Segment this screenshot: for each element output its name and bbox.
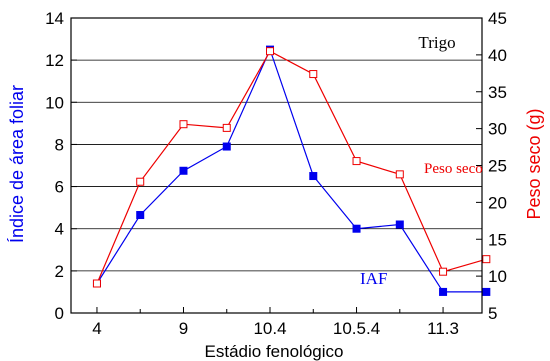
- point-peso-seco-2: [179, 120, 188, 129]
- y-axis-left-label: Índice de área foliar: [7, 85, 27, 243]
- point-peso-seco-9: [482, 255, 491, 264]
- point-peso-seco-5: [309, 70, 318, 79]
- series-line-peso-seco: [96, 50, 487, 284]
- point-iaf-1: [136, 211, 145, 220]
- y-left-tick-label-2: 2: [55, 262, 64, 281]
- point-peso-seco-7: [395, 170, 404, 179]
- series-peso-seco: [92, 47, 491, 288]
- point-iaf-3: [222, 142, 231, 151]
- y-right-tick-label-25: 25: [488, 157, 507, 176]
- point-iaf-7: [395, 220, 404, 229]
- x-tick-label-2: 10.4: [253, 319, 286, 338]
- x-tick-label-4: 11.3: [427, 319, 459, 338]
- point-iaf-6: [352, 224, 361, 233]
- x-tick-label-3: 10.5.4: [333, 319, 380, 338]
- point-peso-seco-8: [439, 267, 448, 276]
- y-left-tick-label-12: 12: [45, 51, 64, 70]
- y-right-tick-label-20: 20: [488, 193, 507, 212]
- y-right-tick-label-40: 40: [488, 46, 507, 65]
- y-right-tick-label-15: 15: [488, 230, 507, 249]
- y-left-tick-label-4: 4: [55, 220, 64, 239]
- chart-title: Trigo: [418, 33, 455, 52]
- plot-frame: [70, 17, 483, 314]
- point-peso-seco-4: [266, 47, 275, 56]
- y-left-tick-label-0: 0: [55, 304, 64, 323]
- x-axis-label: Estádio fenológico: [205, 342, 344, 361]
- point-peso-seco-1: [136, 177, 145, 186]
- y-right-tick-label-10: 10: [488, 267, 507, 286]
- y-axis-right-label: Peso seco (g): [524, 108, 544, 219]
- grid-lines: [71, 59, 482, 272]
- y-right-tick-label-5: 5: [488, 304, 497, 323]
- point-iaf-5: [309, 172, 318, 181]
- legend-label-iaf: IAF: [360, 269, 387, 288]
- y-right-tick-label-30: 30: [488, 120, 507, 139]
- point-iaf-2: [179, 166, 188, 175]
- point-peso-seco-3: [222, 123, 231, 132]
- y-left-tick-label-10: 10: [45, 93, 64, 112]
- y-left-tick-label-6: 6: [55, 178, 64, 197]
- y-left-tick-label-8: 8: [55, 135, 64, 154]
- point-iaf-8: [439, 287, 448, 296]
- x-tick-label-1: 9: [179, 319, 188, 338]
- point-peso-seco-6: [352, 157, 361, 166]
- series-line-iaf: [96, 47, 487, 293]
- legend-label-peso-seco: Peso seco: [424, 161, 483, 177]
- point-peso-seco-0: [92, 279, 101, 288]
- point-iaf-9: [482, 287, 491, 296]
- y-left-tick-label-14: 14: [45, 9, 64, 28]
- y-right-tick-label-35: 35: [488, 83, 507, 102]
- axis-ticks: 0 2 4 6 8 10 12 14 5 10 15 20 25 30 35 40 45 4 9 10.4 10.5.4…: [45, 9, 507, 338]
- x-tick-label-0: 4: [92, 319, 101, 338]
- series-layer: [92, 45, 491, 296]
- y-right-tick-label-45: 45: [488, 9, 507, 28]
